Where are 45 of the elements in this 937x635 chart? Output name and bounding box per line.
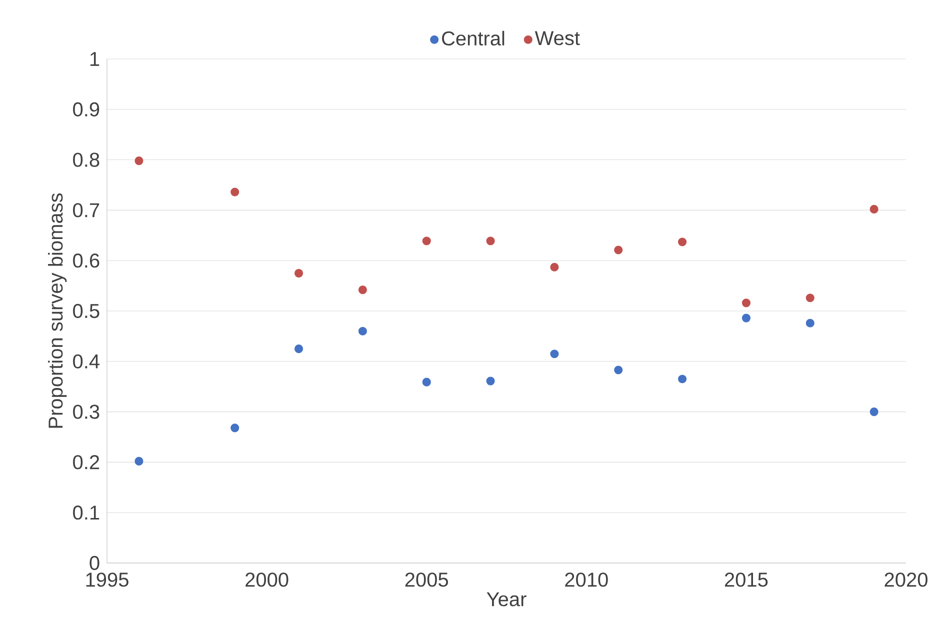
x-tick-label: 2020 (884, 572, 928, 587)
point (422, 236, 431, 246)
y-tick-label: 0.4 (73, 354, 100, 368)
point (134, 156, 144, 166)
x-tick-label: 1995 (86, 572, 128, 587)
y-tick-label: 0 (90, 556, 100, 570)
point (230, 188, 240, 196)
point (422, 378, 431, 386)
point (870, 408, 878, 416)
point (806, 294, 814, 302)
y-tick-label: 0.8 (73, 152, 100, 167)
y-axis-title: Proportion survey biomass (48, 193, 67, 428)
point (742, 298, 750, 308)
x-tick-label: 2005 (405, 572, 448, 587)
point (806, 318, 814, 328)
y-tick-label: 0.2 (73, 455, 100, 470)
point (486, 236, 495, 246)
point (550, 350, 559, 358)
point (614, 366, 623, 374)
x-tick-label: 2000 (246, 572, 288, 587)
point (358, 326, 367, 336)
y-tick-label: 0.3 (73, 404, 100, 419)
legend-label: West (534, 31, 580, 46)
x-axis-title: Year (486, 592, 526, 606)
point (294, 268, 304, 278)
point (678, 374, 687, 384)
x-tick-label: 2010 (565, 572, 608, 587)
point (550, 262, 559, 272)
y-tick-label: 0.7 (73, 203, 100, 218)
point (742, 314, 750, 322)
point (678, 238, 687, 246)
point (230, 424, 240, 432)
point (358, 286, 367, 294)
point (614, 246, 623, 254)
point (870, 204, 878, 214)
point (294, 344, 304, 354)
y-tick-label: 0.5 (73, 304, 100, 318)
legend-label: Central (442, 30, 504, 46)
point (486, 376, 495, 386)
x-tick-label: 2015 (724, 572, 768, 587)
y-tick-label: 0.1 (73, 506, 100, 520)
y-tick-label: 1 (90, 52, 100, 66)
point (134, 456, 144, 466)
y-tick-label: 0.6 (73, 254, 100, 268)
y-tick-label: 0.9 (73, 102, 100, 116)
